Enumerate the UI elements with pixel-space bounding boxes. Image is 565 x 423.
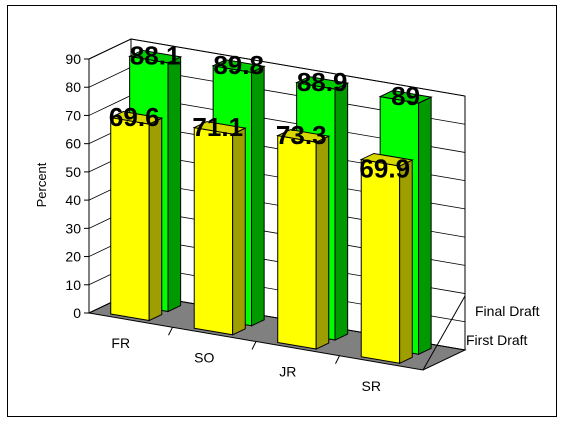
bar-first-sr [359,152,414,365]
depth-axis-labels: Final Draft First Draft [422,295,540,371]
y-axis: 0 10 20 30 40 50 60 70 80 90 [65,51,89,321]
bar-first-so [192,121,247,336]
bar-side-face [334,82,349,341]
x-tick-mark [335,355,340,364]
bar-top-face [127,49,183,64]
bar-top-face [192,121,247,135]
data-label-final-jr: 88.9 [297,67,348,97]
y-tick-label: 50 [65,164,81,180]
x-tick-label: JR [279,364,296,380]
y-tick-label: 80 [65,79,81,95]
bar-side-face [399,159,413,365]
bar-top-face [378,90,433,104]
data-label-first-sr: 69.9 [359,154,410,184]
x-tick-label: FR [111,335,130,351]
data-label-final-fr: 88.1 [130,41,181,71]
depth-axis-line [422,295,466,371]
data-label-first-fr: 69.6 [109,102,160,132]
y-tick-label: 70 [65,107,81,123]
x-tick-mark [168,327,173,336]
bar-side-face [167,56,182,313]
x-tick-mark [251,341,257,350]
data-labels: 88.1 89.8 88.9 89 69.6 71.1 73.3 69.9 [109,41,420,184]
bar-front-face [277,135,317,350]
bar-side-face [315,135,330,350]
depth-axis-label: First Draft [466,332,528,348]
bar-side-face [418,96,432,356]
bars [109,49,433,365]
x-tick-label: SR [362,378,381,394]
x-tick-label: SO [194,349,214,365]
bar-front-face [193,126,234,336]
bar-side-face [251,65,265,327]
data-label-final-so: 89.8 [213,50,264,80]
y-tick-label: 0 [73,305,81,321]
y-tick-label: 30 [65,220,81,236]
bar-front-face [360,158,401,364]
category-labels: FR SO JR SR [111,335,381,394]
bar-front-face [110,116,150,322]
y-tick-label: 40 [65,192,81,208]
bar-first-fr [109,111,164,322]
y-tick-label: 10 [65,277,81,293]
y-tick-label: 20 [65,249,81,265]
data-label-first-so: 71.1 [192,112,243,142]
depth-axis-label: Final Draft [475,303,540,319]
y-tick-label: 60 [65,136,81,152]
bar-top-face [276,129,331,143]
bar-top-face [359,152,414,167]
bar-top-face [211,59,266,73]
bar-side-face [148,117,163,322]
bar-first-jr [276,129,331,350]
bar-top-face [109,111,164,125]
data-label-first-jr: 73.3 [276,120,327,150]
bar-top-face [294,76,350,90]
bar-side-face [232,127,246,336]
gridline [88,38,466,97]
y-axis-label: Percent [34,162,49,207]
y-tick-label: 90 [65,51,81,67]
data-label-final-sr: 89 [391,81,420,111]
